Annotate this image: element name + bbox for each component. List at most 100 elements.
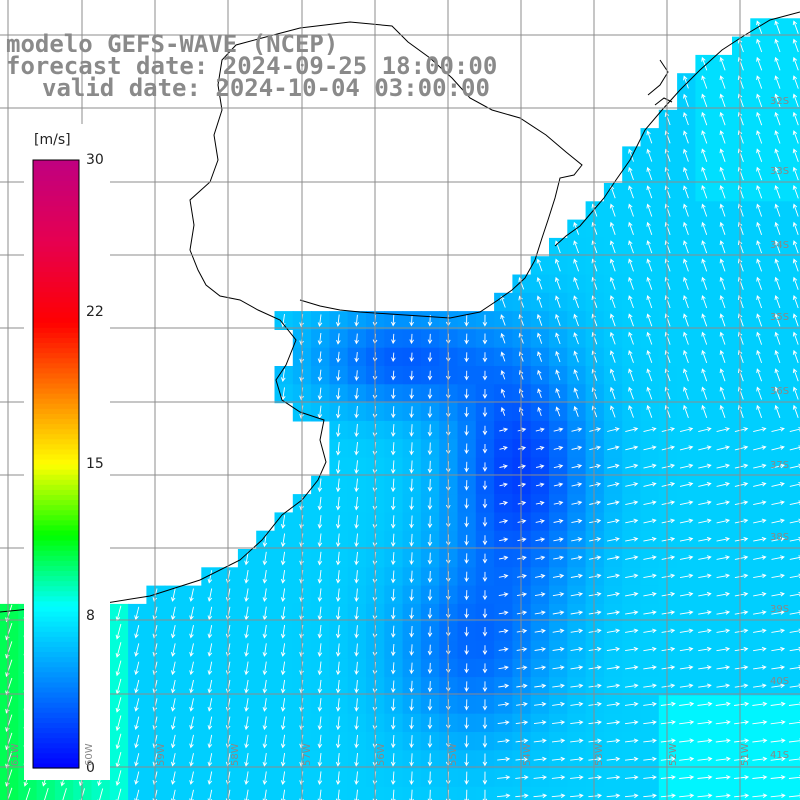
wind-arrow xyxy=(427,534,433,547)
lon-label: 53W xyxy=(594,743,605,766)
wind-arrow xyxy=(607,445,620,451)
wind-arrow xyxy=(607,427,620,432)
colorbar-segment xyxy=(33,403,79,409)
colorbar-segment xyxy=(33,322,79,328)
wind-arrow xyxy=(390,625,396,638)
colorbar-segment xyxy=(33,519,79,526)
wind-arrow xyxy=(771,573,785,579)
speed-cell xyxy=(786,347,800,367)
wind-arrow xyxy=(771,646,786,652)
wind-arrow xyxy=(752,756,768,762)
wind-arrow xyxy=(679,683,694,689)
lat-label: 38S xyxy=(770,532,790,543)
wind-arrow xyxy=(753,500,767,506)
wind-arrow xyxy=(115,642,122,658)
wind-arrow xyxy=(498,610,509,616)
wind-arrow xyxy=(518,332,524,344)
wind-arrow xyxy=(573,332,579,345)
wind-arrow xyxy=(482,535,488,546)
wind-arrow xyxy=(482,498,488,509)
wind-arrow xyxy=(464,608,469,619)
speed-cell xyxy=(640,786,660,800)
wind-arrow xyxy=(774,349,781,364)
lat-label: 37S xyxy=(770,460,790,471)
wind-arrow xyxy=(589,537,602,542)
wind-arrow xyxy=(482,590,488,601)
speed-cell xyxy=(786,237,800,257)
wind-arrow xyxy=(354,515,359,529)
wind-arrow xyxy=(464,699,469,711)
wind-arrow xyxy=(335,661,341,676)
wind-arrow xyxy=(207,771,213,785)
wind-arrow xyxy=(756,166,763,181)
wind-arrow xyxy=(555,295,561,308)
speed-cell xyxy=(494,786,513,800)
title-valid-date: valid date: 2024-10-04 03:00:00 xyxy=(42,74,490,102)
wind-arrow xyxy=(788,720,800,725)
colorbar-segment xyxy=(33,722,79,729)
wind-arrow xyxy=(719,203,726,217)
wind-arrow xyxy=(390,515,396,529)
wind-arrow xyxy=(189,771,194,785)
wind-arrow xyxy=(756,93,763,108)
wind-arrow xyxy=(354,442,359,456)
wind-arrow xyxy=(482,681,488,693)
speed-cell xyxy=(549,786,568,800)
wind-arrow xyxy=(771,628,786,634)
wind-arrow xyxy=(555,350,561,363)
wind-arrow xyxy=(628,203,634,217)
wind-arrow xyxy=(335,679,341,694)
wind-arrow xyxy=(792,331,799,345)
wind-arrow xyxy=(427,424,433,437)
colorbar-segment xyxy=(33,697,79,703)
wind-arrow xyxy=(719,404,726,418)
wind-arrow xyxy=(606,628,621,634)
wind-arrow xyxy=(482,699,488,711)
wind-arrow xyxy=(134,771,140,785)
wind-arrow xyxy=(589,500,602,506)
wind-arrow xyxy=(482,370,488,381)
wind-arrow xyxy=(774,404,781,418)
wind-arrow xyxy=(317,369,323,382)
colorbar-segment xyxy=(33,225,79,232)
wind-arrow xyxy=(701,203,708,217)
wind-arrow xyxy=(533,738,547,744)
wind-arrow xyxy=(698,500,712,506)
wind-arrow xyxy=(500,406,506,416)
wind-arrow xyxy=(335,387,341,400)
wind-arrow xyxy=(588,555,602,560)
wind-arrow xyxy=(643,628,657,634)
wind-arrow xyxy=(464,753,469,767)
wind-arrow xyxy=(573,369,579,381)
colorbar-segment xyxy=(33,666,79,673)
colorbar-segment xyxy=(33,230,79,237)
colorbar-segment xyxy=(33,190,79,197)
wind-arrow xyxy=(701,166,708,181)
wind-arrow xyxy=(771,500,785,506)
wind-arrow xyxy=(517,482,527,488)
lat-label: 33S xyxy=(770,166,790,177)
wind-arrow xyxy=(354,551,359,566)
wind-arrow xyxy=(606,775,621,780)
wind-arrow xyxy=(464,352,469,363)
wind-arrow xyxy=(625,463,639,469)
colorbar-segment xyxy=(33,418,79,425)
speed-cell xyxy=(786,201,800,221)
wind-arrow xyxy=(555,387,561,399)
wind-arrow xyxy=(683,130,689,144)
wind-arrow xyxy=(701,75,708,89)
wind-arrow xyxy=(792,20,799,34)
wind-arrow xyxy=(498,628,509,634)
wind-arrow xyxy=(409,370,414,381)
wind-arrow xyxy=(354,680,359,694)
wind-arrow xyxy=(609,368,616,382)
wind-arrow xyxy=(774,93,781,108)
wind-arrow xyxy=(661,536,676,542)
wind-arrow xyxy=(624,720,639,725)
wind-arrow xyxy=(555,406,561,417)
wind-arrow xyxy=(409,406,414,419)
colorbar-segment xyxy=(33,540,79,546)
wind-arrow xyxy=(683,313,689,327)
wind-arrow xyxy=(390,552,396,566)
